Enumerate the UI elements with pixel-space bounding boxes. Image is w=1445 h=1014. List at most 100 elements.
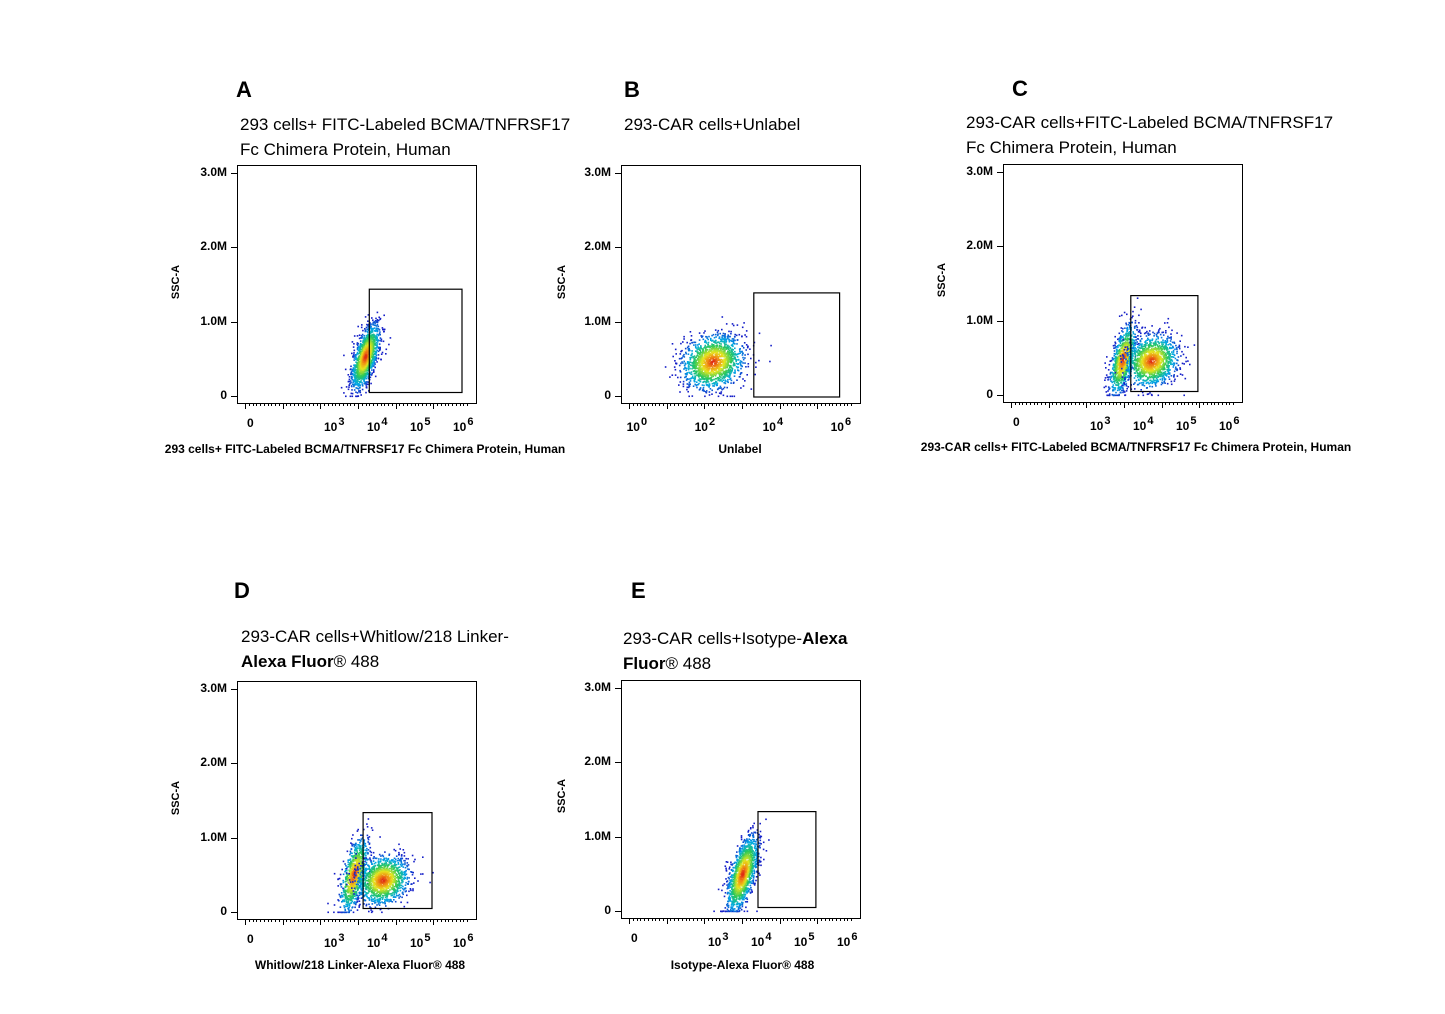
event-dot — [715, 358, 717, 361]
event-dot — [718, 337, 720, 340]
event-dot — [1154, 383, 1157, 386]
event-dot — [714, 378, 717, 380]
x-tick-label: 106 — [453, 416, 473, 434]
event-dot — [1142, 394, 1145, 397]
event-dot — [1169, 361, 1171, 363]
event-dot — [355, 380, 358, 383]
event-dot — [691, 341, 694, 344]
event-dot — [683, 360, 685, 363]
event-dot — [1128, 357, 1130, 360]
event-dot — [682, 341, 684, 343]
event-dot — [353, 385, 355, 387]
x-minor-tick — [783, 403, 785, 406]
event-dot — [693, 356, 695, 359]
panel-letter: A — [236, 77, 252, 102]
event-dot — [694, 346, 697, 348]
event-dot — [372, 327, 375, 330]
event-dot — [726, 358, 728, 360]
event-dot — [1177, 356, 1180, 358]
event-dot — [729, 395, 732, 398]
event-dot — [371, 369, 373, 371]
event-dot — [680, 342, 682, 345]
x-minor-tick — [644, 403, 646, 406]
event-dot — [741, 350, 743, 353]
event-dot — [1149, 382, 1152, 384]
event-dot — [1168, 357, 1171, 360]
event-dot — [1134, 372, 1137, 374]
event-dot — [695, 356, 698, 358]
event-dot — [712, 357, 715, 359]
panel-title: 293-CAR cells+FITC-Labeled BCMA/TNFRSF17… — [966, 110, 1333, 160]
event-dot — [379, 337, 382, 339]
event-dot — [367, 320, 369, 322]
event-dot — [389, 337, 392, 339]
event-dot — [363, 338, 365, 341]
event-dot — [366, 323, 368, 326]
x-minor-tick — [305, 403, 307, 406]
event-dot — [696, 364, 699, 366]
event-dot — [1119, 391, 1122, 394]
event-dot — [697, 346, 699, 348]
event-dot — [364, 330, 367, 333]
event-dot — [1150, 349, 1152, 351]
event-dot — [713, 359, 716, 361]
event-dot — [706, 360, 709, 362]
y-tick-label: 3.0M — [200, 165, 227, 179]
event-dot — [1142, 347, 1145, 350]
x-minor-tick — [757, 403, 759, 406]
event-dot — [1187, 346, 1189, 348]
event-dot — [706, 349, 709, 351]
event-dot — [1134, 350, 1137, 352]
event-dot — [1114, 341, 1116, 344]
event-dot — [372, 358, 375, 361]
event-dot — [1153, 374, 1156, 377]
event-dot — [378, 333, 381, 335]
event-dot — [1131, 357, 1134, 360]
event-dot — [1117, 375, 1119, 377]
event-dot — [1117, 338, 1119, 341]
event-dot — [1121, 364, 1124, 367]
event-dot — [691, 375, 694, 378]
event-dot — [1142, 384, 1144, 386]
event-dot — [359, 350, 362, 352]
event-dot — [723, 338, 726, 341]
event-dot — [683, 368, 685, 370]
event-dot — [718, 354, 720, 356]
event-dot — [1177, 346, 1180, 348]
event-dot — [1121, 378, 1123, 381]
event-dot — [1148, 330, 1151, 332]
event-dot — [1141, 338, 1143, 340]
event-dot — [731, 395, 733, 398]
event-dot — [374, 347, 377, 350]
event-dot — [703, 361, 706, 363]
event-dot — [1122, 372, 1124, 374]
event-dot — [725, 355, 728, 358]
event-dot — [725, 343, 727, 346]
event-dot — [701, 362, 704, 365]
plot-area — [237, 165, 477, 404]
x-minor-tick — [851, 403, 853, 406]
event-dot — [689, 361, 692, 363]
event-dot — [718, 364, 720, 366]
event-dot — [730, 332, 732, 335]
event-dot — [1137, 378, 1140, 381]
event-dot — [1172, 366, 1175, 368]
event-dot — [1153, 379, 1155, 382]
event-dot — [693, 355, 696, 357]
event-dot — [1126, 354, 1129, 357]
event-dot — [1159, 366, 1162, 369]
event-dot — [714, 329, 717, 331]
event-dot — [1179, 367, 1181, 369]
x-minor-tick — [651, 403, 653, 406]
event-dot — [1142, 379, 1145, 381]
event-dot — [698, 356, 701, 359]
event-dot — [701, 368, 704, 371]
event-dot — [1112, 373, 1115, 376]
event-dot — [709, 349, 711, 351]
event-dot — [351, 341, 354, 343]
event-dot — [1135, 369, 1138, 372]
event-dot — [740, 387, 742, 389]
event-dot — [380, 353, 383, 355]
event-dot — [1128, 331, 1131, 333]
event-dot — [369, 354, 372, 356]
